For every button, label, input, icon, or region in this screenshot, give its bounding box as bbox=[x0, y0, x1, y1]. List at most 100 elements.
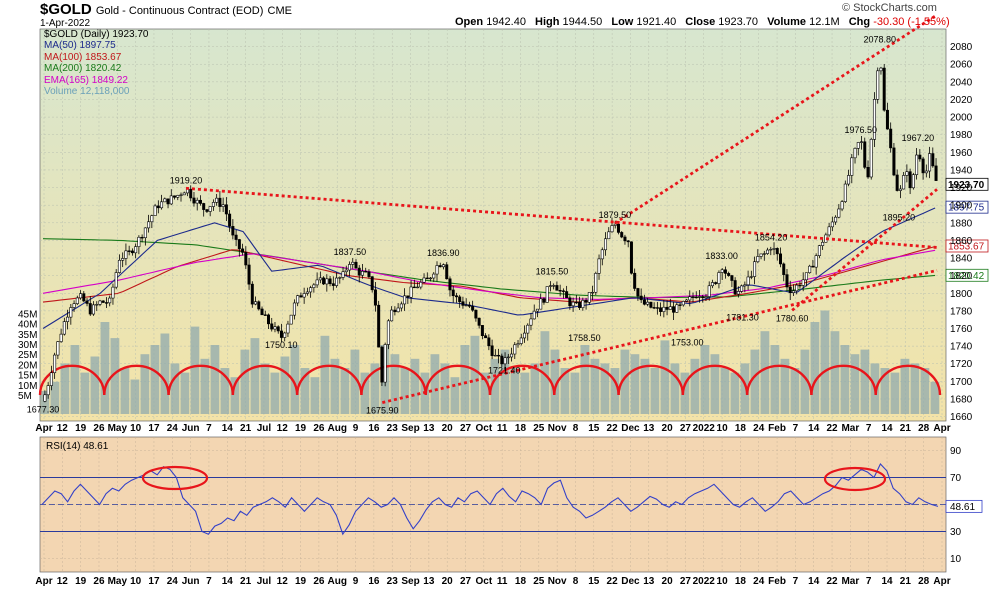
candle-body bbox=[561, 290, 565, 292]
candle-body bbox=[318, 277, 322, 281]
candle-body bbox=[613, 223, 617, 226]
candle-body bbox=[69, 307, 73, 318]
volume-bar bbox=[910, 363, 920, 414]
y-tick-label: 1720 bbox=[950, 359, 973, 370]
candle-body bbox=[273, 326, 277, 330]
candle-body bbox=[215, 197, 219, 203]
candle-body bbox=[714, 282, 718, 284]
candle-body bbox=[850, 157, 854, 176]
candle-body bbox=[863, 141, 867, 168]
candle-body bbox=[908, 171, 912, 189]
x-tick-label: 23 bbox=[387, 576, 399, 587]
candle-body bbox=[924, 170, 928, 174]
volume-bar bbox=[740, 363, 750, 414]
y-tick-label: 1700 bbox=[950, 377, 973, 388]
y-tick-label: 1880 bbox=[950, 218, 973, 229]
candle-body bbox=[198, 199, 202, 204]
candle-body bbox=[772, 248, 776, 250]
candle-body bbox=[681, 301, 685, 306]
candle-body bbox=[548, 285, 552, 287]
candle-body bbox=[302, 293, 306, 298]
candle-body bbox=[678, 304, 682, 306]
candle-body bbox=[597, 258, 601, 274]
candle-body bbox=[299, 295, 303, 298]
rsi-line bbox=[41, 463, 939, 536]
x-tick-label: Feb bbox=[768, 423, 786, 434]
candle-body bbox=[419, 281, 423, 288]
low-label: Low bbox=[611, 16, 634, 28]
legend: $GOLD (Daily) 1923.70 MA(50) 1897.75 MA(… bbox=[44, 29, 149, 97]
candle-body bbox=[626, 240, 630, 243]
x-tick-label: 19 bbox=[295, 423, 307, 434]
x-tick-label: 13 bbox=[423, 576, 435, 587]
x-tick-label: 28 bbox=[918, 423, 930, 434]
volume-bar bbox=[470, 335, 480, 414]
y-tick-label: 1860 bbox=[950, 236, 973, 247]
candle-body bbox=[749, 276, 753, 278]
y-tick-label: 1920 bbox=[950, 183, 973, 194]
x-tick-label: 21 bbox=[240, 423, 252, 434]
x-tick-label: 27 bbox=[680, 576, 692, 587]
x-tick-label: 13 bbox=[643, 576, 655, 587]
volume-bar bbox=[520, 372, 530, 414]
x-tick-label: 18 bbox=[515, 576, 527, 587]
volume-tick-label: 20M bbox=[18, 360, 37, 371]
volume-bar bbox=[600, 363, 610, 414]
x-tick-label: 12 bbox=[277, 576, 289, 587]
x-tick-label: 24 bbox=[167, 576, 179, 587]
volume-bar bbox=[500, 349, 510, 414]
x-tick-label: 22 bbox=[826, 423, 838, 434]
y-tick-label: 2060 bbox=[950, 60, 973, 71]
candle-body bbox=[856, 142, 860, 149]
candle-body bbox=[565, 291, 569, 299]
volume-bar bbox=[240, 349, 250, 414]
volume-bar bbox=[410, 358, 420, 414]
volume-bar bbox=[310, 377, 320, 414]
price-tag-box bbox=[945, 200, 989, 214]
x-tick-label: Apr bbox=[933, 423, 950, 434]
volume-bar bbox=[670, 363, 680, 414]
candle-body bbox=[821, 241, 825, 246]
open-label: Open bbox=[455, 16, 484, 28]
x-tick-label: 19 bbox=[75, 423, 87, 434]
candle-body bbox=[270, 323, 274, 330]
candle-body bbox=[114, 272, 118, 288]
candle-body bbox=[892, 147, 896, 176]
x-tick-label: 14 bbox=[881, 423, 893, 434]
candle-body bbox=[92, 304, 96, 315]
price-tag-box bbox=[945, 239, 989, 253]
volume-bar bbox=[110, 338, 120, 414]
candle-body bbox=[860, 141, 864, 143]
x-tick-label: 7 bbox=[793, 576, 799, 587]
volume-bar bbox=[430, 354, 440, 414]
x-tick-label: Aug bbox=[327, 423, 346, 434]
volume-bar bbox=[160, 333, 170, 414]
y-tick-label: 1900 bbox=[950, 201, 973, 212]
candle-body bbox=[234, 234, 238, 240]
candle-body bbox=[364, 271, 368, 273]
candle-body bbox=[574, 301, 578, 304]
volume-bar bbox=[820, 310, 830, 414]
candle-body bbox=[500, 355, 504, 365]
x-tick-label: 9 bbox=[353, 423, 359, 434]
x-tick-label: Dec bbox=[621, 576, 640, 587]
candle-body bbox=[53, 354, 57, 374]
candle-body bbox=[189, 188, 193, 199]
legend-volume: Volume 12,118,000 bbox=[44, 86, 130, 98]
volume-bar bbox=[190, 326, 200, 414]
candle-body bbox=[156, 205, 160, 209]
candle-body bbox=[341, 271, 345, 278]
candle-body bbox=[759, 253, 763, 257]
candle-body bbox=[791, 290, 795, 293]
x-tick-label: 16 bbox=[368, 423, 380, 434]
x-tick-label: 10 bbox=[717, 576, 729, 587]
candle-body bbox=[895, 174, 899, 191]
x-tick-label: 22 bbox=[826, 576, 838, 587]
volume-bar bbox=[180, 372, 190, 414]
x-tick-label: 26 bbox=[93, 576, 105, 587]
rsi-tick-label: 10 bbox=[950, 554, 962, 565]
x-tick-label: Nov bbox=[548, 423, 567, 434]
candle-body bbox=[808, 265, 812, 274]
legend-ma100: MA(100) 1853.67 bbox=[44, 51, 122, 63]
volume-bar bbox=[650, 368, 660, 414]
